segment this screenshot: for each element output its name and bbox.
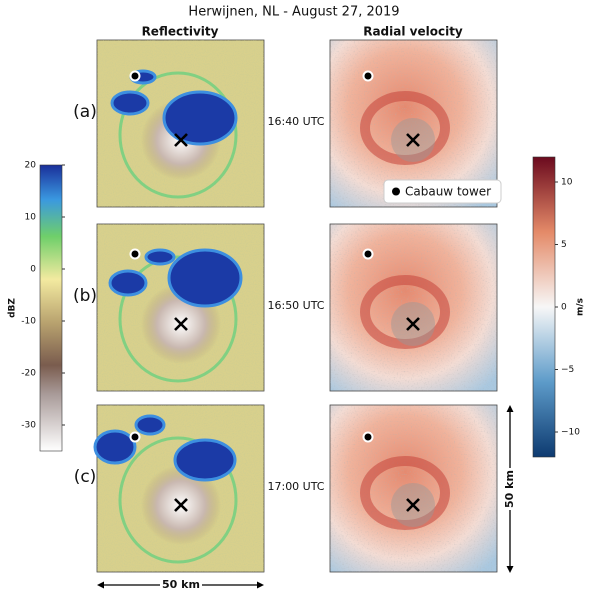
velocity-core: [360, 456, 450, 530]
image-noise: [330, 224, 497, 391]
legend-box: [383, 179, 502, 204]
radar-mark: [406, 317, 420, 331]
colorbar-label: dBZ: [8, 298, 18, 318]
tower-mark: [362, 248, 374, 260]
colorbar-tick-label: −10: [561, 428, 580, 438]
tower-mark: [362, 70, 374, 82]
colorbar-tick-label: 10: [25, 213, 37, 223]
row-time: 16:50 UTC: [267, 299, 324, 312]
colorbar-tick-label: -30: [21, 421, 36, 431]
tower-mark: [129, 431, 141, 443]
colorbar: [532, 156, 556, 458]
radar-mark: [406, 133, 420, 147]
radar-mark: [174, 317, 188, 331]
row-label: (b): [73, 286, 97, 306]
echo: [173, 438, 237, 482]
horizontal-scale-bar: 50 km: [97, 578, 264, 590]
gust-front: [118, 71, 238, 199]
velocity-image: [329, 404, 498, 573]
velocity-image: [329, 223, 498, 392]
echo: [162, 90, 238, 146]
vertical-scale-bar: 50 km: [503, 405, 517, 573]
panels: (a) 16:40 UTC (b) 16:50 UTC (c) 17:00 UTC Caba…: [73, 39, 502, 573]
colorbar-tick-label: 0: [30, 265, 36, 275]
echo: [144, 248, 176, 266]
image-noise: [330, 405, 497, 572]
colorbar-tick-label: −5: [561, 365, 574, 375]
reflectivity-image: [93, 404, 265, 573]
image-noise: [330, 40, 497, 207]
legend-label: Cabauw tower: [405, 185, 491, 199]
velocity-core: [360, 91, 450, 165]
radar-mark: [406, 498, 420, 512]
scale-label: 50 km: [162, 578, 200, 590]
colorbar-tick-label: 0: [561, 303, 567, 313]
echo: [93, 429, 137, 465]
gust-front: [118, 436, 238, 564]
legend: Cabauw tower: [383, 179, 502, 204]
colorbar-tick-label: 10: [561, 178, 573, 188]
colorbars: 20 10 0 -10 -20 -30 dBZ 10 5 0 −5 −10 m/s: [8, 156, 586, 458]
velocity-core: [360, 275, 450, 349]
radar-mark: [174, 498, 188, 512]
reflectivity-image: [96, 39, 265, 208]
tower-mark: [362, 431, 374, 443]
column-title: Reflectivity: [142, 25, 219, 39]
figure-title: Herwijnen, NL - August 27, 2019: [188, 5, 399, 20]
gust-front: [118, 255, 238, 383]
colorbar-tick-label: -20: [21, 369, 36, 379]
scale-label: 50 km: [503, 470, 516, 508]
echo: [110, 90, 150, 116]
colorbar-tick-label: 5: [561, 240, 567, 250]
colorbar-label: m/s: [576, 298, 586, 316]
colorbar-tick-label: 20: [25, 161, 37, 171]
echo: [167, 248, 243, 308]
tower-mark: [129, 248, 141, 260]
velocity-image: [329, 39, 498, 208]
echo: [134, 414, 166, 436]
column-title: Radial velocity: [363, 25, 463, 39]
colorbar-tick-label: -10: [21, 317, 36, 327]
row-label: (a): [73, 102, 97, 122]
echo: [108, 269, 148, 297]
row-time: 17:00 UTC: [267, 480, 324, 493]
colorbar: [39, 164, 63, 452]
legend-marker: [392, 187, 400, 196]
radar-mark: [174, 133, 188, 147]
row-label: (c): [74, 467, 97, 487]
reflectivity-image: [96, 223, 265, 392]
row-time: 16:40 UTC: [267, 115, 324, 128]
tower-mark: [129, 70, 141, 82]
